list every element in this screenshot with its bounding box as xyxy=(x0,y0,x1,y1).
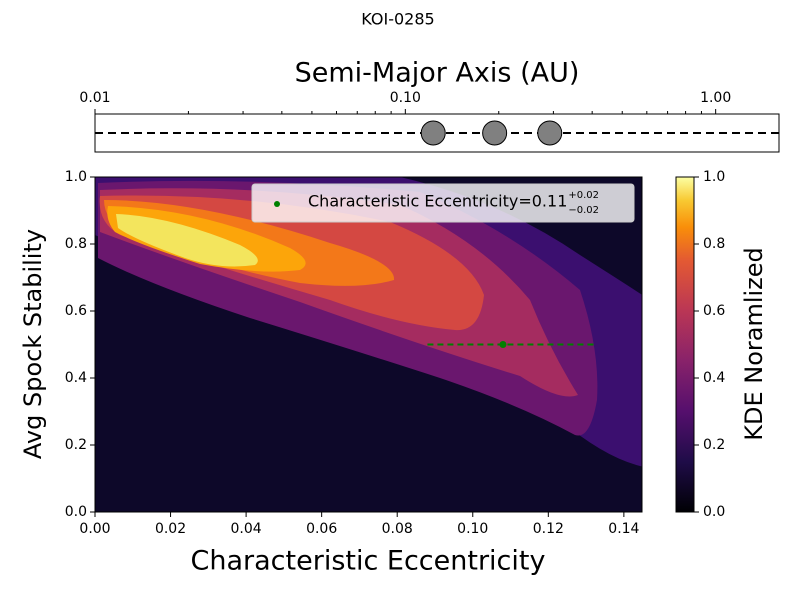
x-tick-label: 0.01 xyxy=(79,90,110,106)
main-axes xyxy=(94,176,643,513)
point xyxy=(499,341,507,348)
y-tick-label: 1.0 xyxy=(65,169,87,185)
colorbar xyxy=(675,176,695,513)
x-tick-label: 0.08 xyxy=(382,521,413,537)
colorbar-label: KDE Noramlized xyxy=(740,247,768,441)
x-tick-label: 0.00 xyxy=(79,521,110,537)
y-tick-label: 0.2 xyxy=(65,437,87,453)
y-tick-label: 0.8 xyxy=(65,236,87,252)
x-tick-label: 0.06 xyxy=(306,521,337,537)
colorbar-tick-label: 1.0 xyxy=(703,169,725,185)
y-tick-label: 0.0 xyxy=(65,504,87,520)
legend-label: Characteristic Eccentricity=0.11 xyxy=(308,192,567,211)
x-tick-label: 0.14 xyxy=(608,521,639,537)
x-tick-label: 0.04 xyxy=(231,521,262,537)
legend-sub: −0.02 xyxy=(568,205,599,216)
x-tick-label: 0.10 xyxy=(390,90,421,106)
legend-sup: +0.02 xyxy=(568,190,599,201)
y-tick-label: 0.4 xyxy=(65,370,87,386)
title: KOI-0285 xyxy=(361,10,434,29)
colorbar-tick-label: 0.8 xyxy=(703,236,725,252)
colorbar-tick-label: 0.2 xyxy=(703,437,725,453)
colorbar-tick-label: 0.6 xyxy=(703,303,725,319)
y-tick-label: 0.6 xyxy=(65,303,87,319)
legend-box xyxy=(251,183,635,223)
x-tick-label: 1.00 xyxy=(700,90,731,106)
legend: Characteristic Eccentricity=0.11 +0.02 −… xyxy=(251,183,635,223)
contour-plot xyxy=(95,177,642,512)
colorbar-tick-label: 0.4 xyxy=(703,370,725,386)
x-tick-label: 0.12 xyxy=(533,521,564,537)
y-axis-label: Avg Spock Stability xyxy=(19,229,47,459)
planet xyxy=(537,120,563,146)
x-tick-label: 0.02 xyxy=(155,521,186,537)
legend-marker xyxy=(274,201,280,207)
x-axis-label: Characteristic Eccentricity xyxy=(191,546,546,577)
top-axis-label: Semi-Major Axis (AU) xyxy=(295,58,580,89)
planet xyxy=(482,120,508,146)
colorbar-tick-label: 0.0 xyxy=(703,504,725,520)
x-tick-label: 0.10 xyxy=(457,521,488,537)
contour xyxy=(116,214,258,267)
planet xyxy=(420,120,446,146)
